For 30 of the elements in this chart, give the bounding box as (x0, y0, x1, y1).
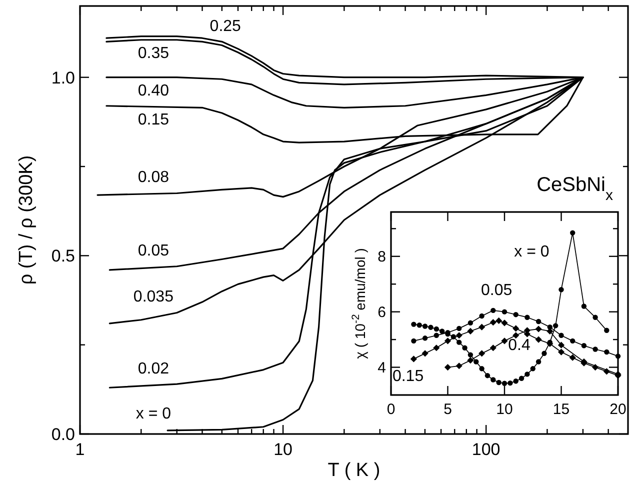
annotation: CeSbNi$_{x}$ (536, 174, 614, 204)
series-label: 0.035 (133, 288, 174, 306)
legend-label: 0.25 (210, 18, 242, 36)
series-label: 0.40 (138, 82, 170, 100)
x-axis-title: T ( K ) (328, 460, 380, 481)
series-label: 0.35 (138, 44, 170, 62)
y-tick-label: 0.0 (51, 424, 75, 444)
y-tick-label: 1.0 (51, 68, 75, 88)
x-tick-label: 1 (75, 440, 85, 459)
x-tick-label: 100 (472, 440, 500, 459)
series-label: 0.05 (138, 242, 170, 260)
series-label: x = 0 (514, 243, 550, 260)
y-axis-title: ρ (T) / ρ (300K) (16, 155, 37, 285)
x-tick-label: 0 (386, 401, 396, 418)
series-label: 0.4 (508, 336, 530, 354)
series-label: 0.05 (480, 282, 512, 299)
y-tick-label: 0.5 (51, 246, 75, 266)
x-tick-label: 10 (274, 440, 292, 459)
series-label: 0.08 (138, 168, 170, 186)
y-tick-label: 4 (378, 360, 386, 377)
series-label: 0.15 (392, 368, 424, 385)
x-tick-label: 15 (552, 401, 570, 418)
x-tick-label: 20 (610, 401, 626, 418)
y-tick-label: 8 (378, 248, 386, 266)
x-tick-label: 10 (496, 401, 513, 418)
series-label: 0.15 (138, 112, 170, 129)
series-label: x = 0 (136, 405, 172, 422)
y-tick-label: 6 (378, 304, 386, 322)
x-tick-label: 5 (444, 401, 452, 418)
series-label: 0.02 (138, 360, 170, 378)
